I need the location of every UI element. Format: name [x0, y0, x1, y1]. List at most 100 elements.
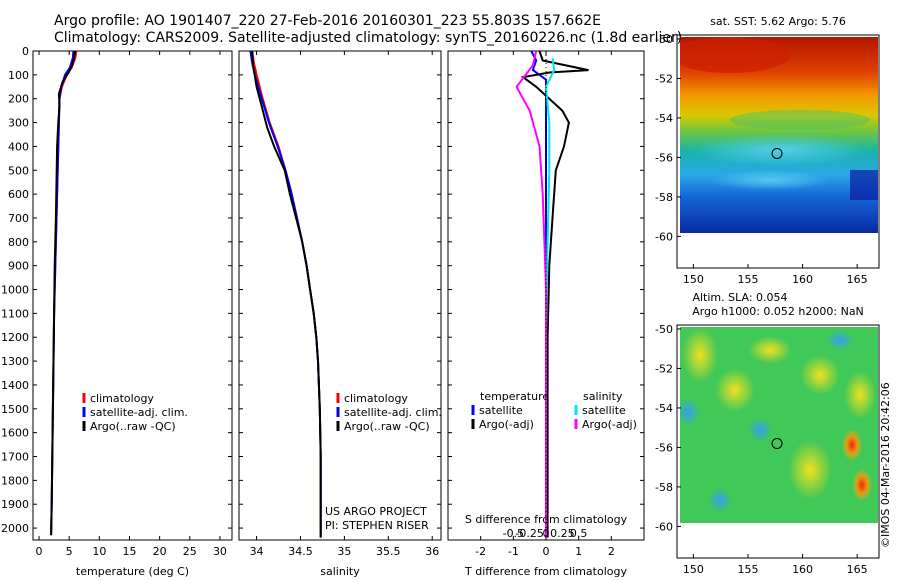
salinity-series-argo-raw-qc- — [251, 50, 322, 538]
difference-stick-label: 0.5 — [570, 527, 588, 540]
salinity-axes-frame — [238, 50, 442, 541]
temperature-series-argo-raw-qc- — [50, 50, 77, 536]
difference-series-t-argo-adj- — [520, 50, 589, 538]
sla-yellow-blob-3 — [748, 336, 792, 364]
difference-xlabel: T difference from climatology — [464, 565, 627, 578]
sla-map-xtick-label: 150 — [683, 563, 704, 576]
sla-map-argo-marker — [771, 437, 783, 449]
sla-map-subtitle: Argo h1000: 0.052 h2000: NaN — [692, 305, 864, 318]
temperature-ytick-label: 1900 — [1, 498, 29, 511]
sla-map-xtick-label: 160 — [792, 563, 813, 576]
sla-yellow-blob-4 — [800, 355, 840, 395]
sst-map-xtick-label: 155 — [737, 273, 758, 286]
difference-xlabel-top: S difference from climatology — [465, 513, 628, 526]
temperature-legend-label: climatology — [90, 392, 154, 405]
temperature-ytick-label: 1300 — [1, 355, 29, 368]
sla-map-ytick-label: -54 — [655, 402, 673, 415]
salinity-xtick-label: 34 — [250, 545, 264, 558]
difference-xtick-label: 0 — [543, 545, 550, 558]
difference-stick-label: -0.5 — [503, 527, 524, 540]
sla-map-ytick-label: -50 — [655, 323, 673, 336]
difference-temperature-legend-label: satellite — [479, 404, 523, 417]
sst-map-xtick-label: 160 — [792, 273, 813, 286]
temperature-xtick-label: 15 — [122, 545, 136, 558]
temperature-ytick-label: 1800 — [1, 474, 29, 487]
sla-red-blob-1 — [842, 429, 862, 461]
sla-yellow-blob-6 — [844, 371, 876, 419]
temperature-axes-frame — [32, 50, 233, 541]
difference-stick-label: 0.25 — [550, 527, 575, 540]
salinity-xtick-label: 36 — [425, 545, 439, 558]
sst-map-ytick-label: -50 — [655, 33, 673, 46]
salinity-legend-label: Argo(..raw -QC) — [344, 420, 430, 433]
temperature-xtick-label: 5 — [66, 545, 73, 558]
sst-map-panel: 150 155 160 165 -50 -52 -54 -56 -58 -60 sat. SST: … — [655, 15, 880, 286]
temperature-xtick-label: 30 — [213, 545, 227, 558]
temperature-ytick-label: 1200 — [1, 331, 29, 344]
header-line-2: Climatology: CARS2009. Satellite-adjuste… — [54, 30, 682, 46]
sla-yellow-blob-2 — [715, 368, 755, 412]
salinity-xlabel: salinity — [320, 565, 360, 578]
sst-green-blob — [730, 110, 870, 130]
sla-blue-blob-1 — [680, 398, 700, 426]
sla-map-panel: 150 155 160 165 -50 -52 -54 -56 -58 -60 Altim. SLA… — [655, 291, 880, 576]
sst-map-ytick-label: -54 — [655, 112, 673, 125]
sla-blue-blob-2 — [748, 418, 772, 442]
temperature-ytick-label: 200 — [8, 93, 29, 106]
difference-legend-temperature-title: temperature — [480, 390, 549, 403]
salinity-annotation-project: US ARGO PROJECT — [325, 505, 427, 518]
difference-panel: -2 -1 0 1 2 T difference from climatology -0.5… — [447, 50, 645, 578]
temperature-ytick-label: 1500 — [1, 403, 29, 416]
temperature-ytick-label: 1100 — [1, 307, 29, 320]
difference-stick-label: 0 — [543, 527, 550, 540]
sla-map-title: Altim. SLA: 0.054 — [692, 291, 787, 304]
sst-map-title: sat. SST: 5.62 Argo: 5.76 — [710, 15, 846, 28]
temperature-ytick-label: 800 — [8, 236, 29, 249]
temperature-legend-label: Argo(..raw -QC) — [90, 420, 176, 433]
salinity-legend-label: satellite-adj. clim. — [344, 406, 442, 419]
sst-map-ytick-label: -52 — [655, 72, 673, 85]
temperature-xlabel: temperature (deg C) — [76, 565, 189, 578]
sla-map-frame — [676, 324, 880, 559]
sst-map-ytick-label: -58 — [655, 191, 673, 204]
temperature-ytick-label: 1400 — [1, 379, 29, 392]
temperature-ytick-label: 300 — [8, 117, 29, 130]
sla-map-ytick-label: -60 — [655, 520, 673, 533]
sst-map-frame — [676, 34, 880, 269]
temperature-legend-label: satellite-adj. clim. — [90, 406, 188, 419]
temperature-ytick-label: 1700 — [1, 451, 29, 464]
difference-xtick-label: -2 — [475, 545, 486, 558]
temperature-ytick-label: 600 — [8, 188, 29, 201]
difference-xtick-label: 1 — [575, 545, 582, 558]
sst-map-argo-marker — [771, 147, 783, 159]
sst-map-xtick-label: 150 — [683, 273, 704, 286]
temperature-ytick-label: 0 — [22, 45, 29, 58]
temperature-xtick-label: 0 — [36, 545, 43, 558]
temperature-ytick-label: 400 — [8, 140, 29, 153]
sla-map-ytick-label: -58 — [655, 481, 673, 494]
temperature-ytick-label: 2000 — [1, 522, 29, 535]
difference-salinity-legend-label: Argo(-adj) — [582, 418, 637, 431]
difference-legend-salinity-title: salinity — [583, 390, 623, 403]
difference-xtick-label: 2 — [608, 545, 615, 558]
sla-blue-blob-3 — [826, 330, 854, 350]
temperature-ytick-label: 1600 — [1, 427, 29, 440]
sst-cool-band-2 — [710, 170, 830, 190]
salinity-panel: 34 34.5 35 35.5 36 salinity climatologysatelli… — [238, 50, 442, 578]
temperature-xtick-label: 10 — [92, 545, 106, 558]
salinity-xtick-label: 35.5 — [376, 545, 401, 558]
sla-yellow-blob-1 — [682, 327, 718, 383]
sla-map-xtick-label: 155 — [737, 563, 758, 576]
salinity-legend-label: climatology — [344, 392, 408, 405]
difference-xtick-label: -1 — [508, 545, 519, 558]
difference-stick-label: -0.25 — [515, 527, 543, 540]
temperature-ytick-label: 100 — [8, 69, 29, 82]
sla-map-ytick-label: -56 — [655, 441, 673, 454]
temperature-xtick-label: 25 — [183, 545, 197, 558]
sst-map-ytick-label: -60 — [655, 230, 673, 243]
temperature-ytick-label: 700 — [8, 212, 29, 225]
sla-map-ytick-label: -52 — [655, 362, 673, 375]
sst-map-xtick-label: 165 — [847, 273, 868, 286]
difference-temperature-legend-label: Argo(-adj) — [479, 418, 534, 431]
